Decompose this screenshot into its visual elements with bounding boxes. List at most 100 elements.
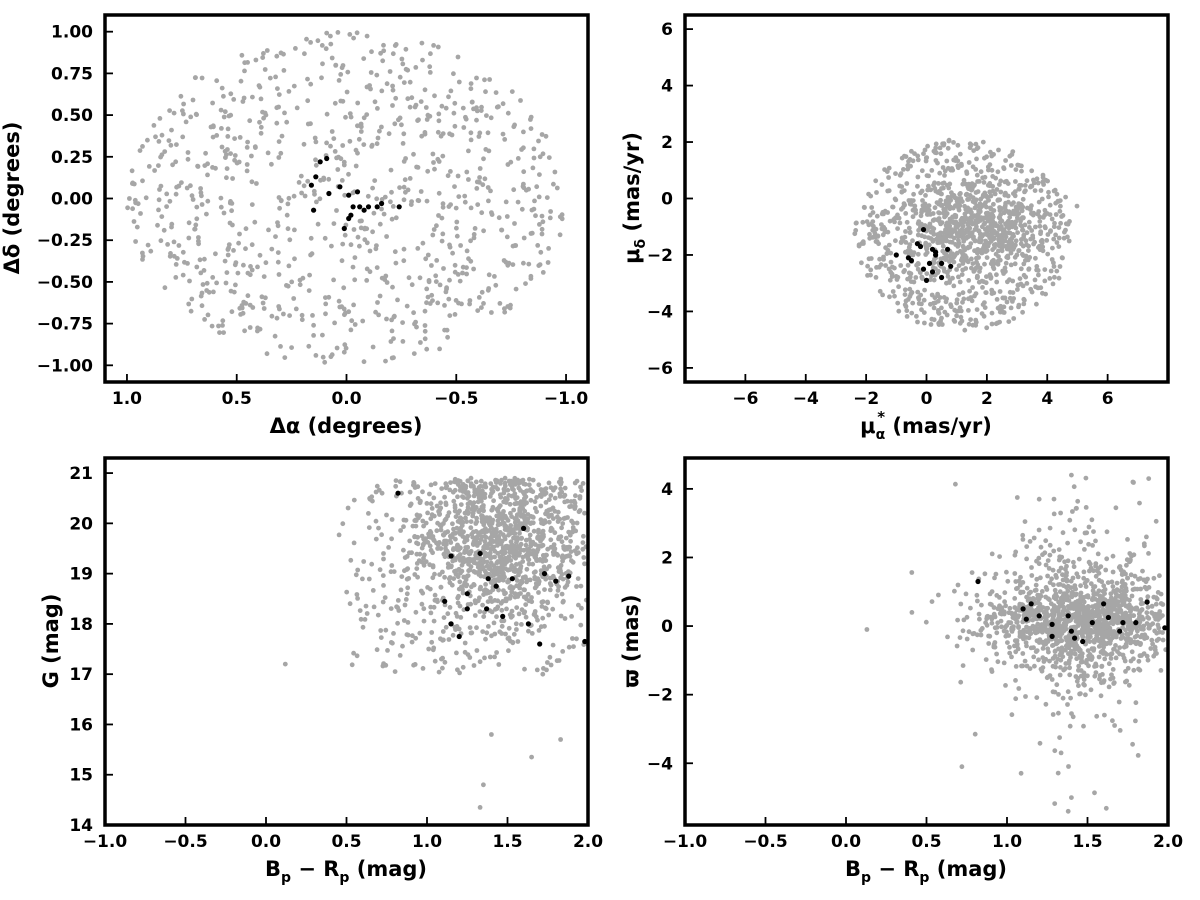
field-point [446,297,451,302]
field-point [440,239,445,244]
field-point [994,572,999,577]
field-point [988,276,993,281]
field-point [442,495,447,500]
field-point [407,275,412,280]
field-point [337,78,342,83]
x-tick-label: 0.5 [331,832,361,852]
field-point [393,669,398,674]
field-point [893,238,898,243]
field-point [950,240,955,245]
field-point [495,487,500,492]
field-point [265,48,270,53]
field-point [405,585,410,590]
field-point [469,130,474,135]
field-point [144,195,149,200]
field-point [567,545,572,550]
field-point [475,202,480,207]
field-point [939,306,944,311]
field-point [459,502,464,507]
field-point [436,45,441,50]
field-point [540,531,545,536]
field-point [469,206,474,211]
field-point [1081,595,1086,600]
field-point [411,663,416,668]
field-point [548,216,553,221]
field-point [199,193,204,198]
field-point [578,496,583,501]
field-point [1072,564,1077,569]
field-point [1061,696,1066,701]
field-point [502,310,507,315]
field-point [998,258,1003,263]
field-point [276,155,281,160]
field-point [501,101,506,106]
field-point [1145,594,1150,599]
field-point [1083,692,1088,697]
y-tick-label: 4 [661,77,673,97]
field-point [1033,588,1038,593]
field-point [912,204,917,209]
field-point [891,289,896,294]
field-point [1016,305,1021,310]
field-point [346,506,351,511]
field-point [480,290,485,295]
field-point [417,631,422,636]
field-point [516,639,521,644]
field-point [450,133,455,138]
field-point [145,138,150,143]
field-point [1003,201,1008,206]
field-point [958,152,963,157]
field-point [379,635,384,640]
field-point [1014,586,1019,591]
field-point [389,536,394,541]
field-point [408,490,413,495]
cmd-xlabel-sub: p [281,870,291,886]
field-point [146,243,151,248]
field-point [402,247,407,252]
field-point [338,72,343,77]
field-point [976,212,981,217]
field-point [159,238,164,243]
field-point [1053,573,1058,578]
field-point [958,680,963,685]
field-point [383,628,388,633]
field-point [308,40,313,45]
field-point [994,652,999,657]
field-point [508,502,513,507]
member-point [351,204,356,209]
member-point [346,216,351,221]
field-point [960,182,965,187]
field-point [521,169,526,174]
field-point [1076,664,1081,669]
field-point [915,290,920,295]
field-point [300,313,305,318]
panel-cmd-points [283,476,589,810]
field-point [1146,551,1151,556]
field-point [966,182,971,187]
x-tick-label: 0.0 [331,389,361,409]
field-point [881,210,886,215]
field-point [473,226,478,231]
field-point [867,236,872,241]
field-point [514,583,519,588]
field-point [483,587,488,592]
field-point [1037,638,1042,643]
field-point [1005,579,1010,584]
field-point [533,555,538,560]
field-point [919,208,924,213]
field-point [1039,667,1044,672]
field-point [1100,672,1105,677]
field-point [1033,225,1038,230]
y-tick-label: 15 [69,766,93,786]
field-point [1154,602,1159,607]
field-point [997,305,1002,310]
field-point [946,230,951,235]
field-point [203,151,208,156]
field-point [1068,724,1073,729]
field-point [169,128,174,133]
field-point [998,220,1003,225]
field-point [1127,683,1132,688]
field-point [1040,197,1045,202]
field-point [890,272,895,277]
field-point [510,640,515,645]
